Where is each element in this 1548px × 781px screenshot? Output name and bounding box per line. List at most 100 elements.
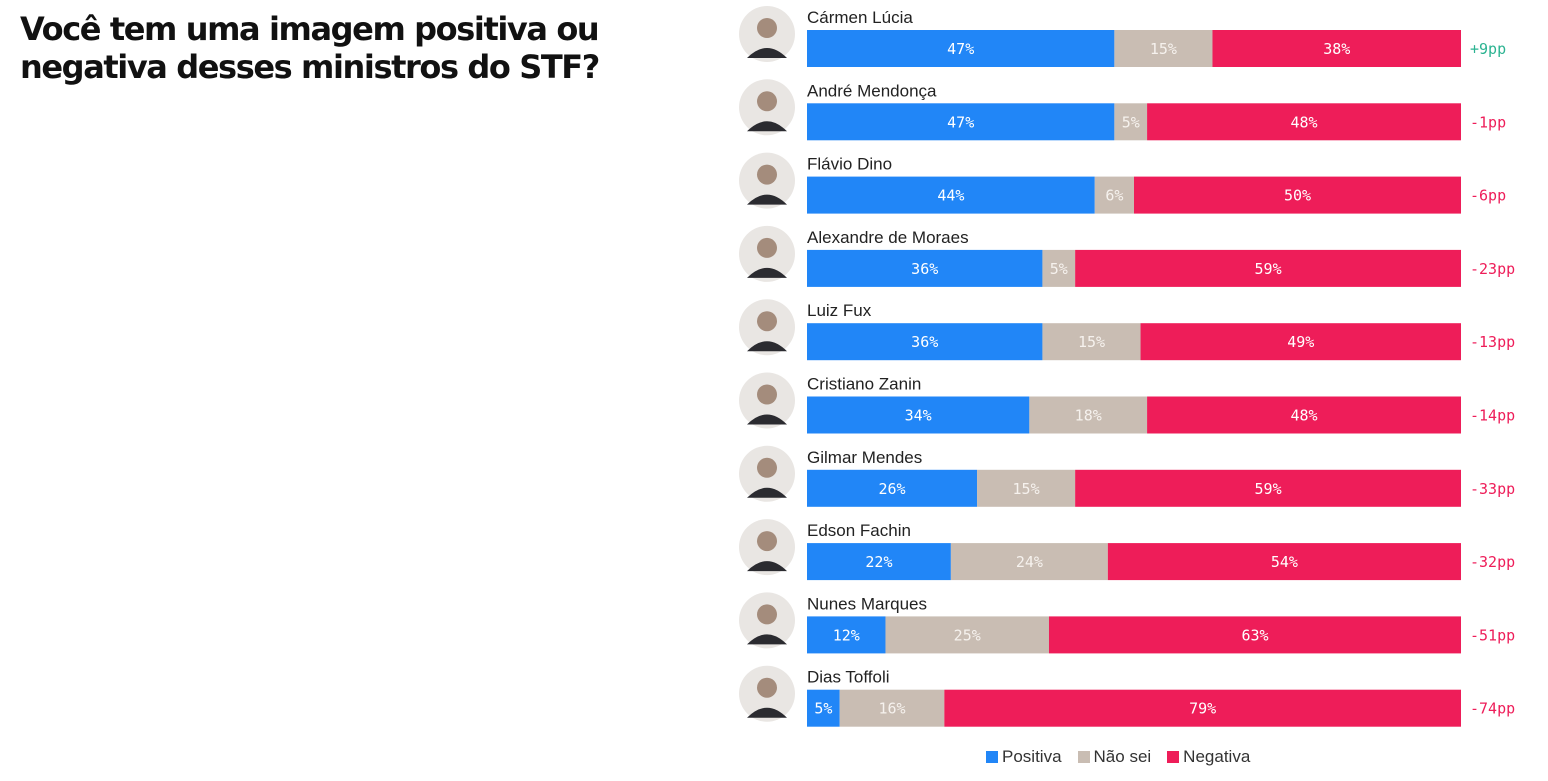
bar-nao-sei — [1042, 323, 1141, 361]
bar-row-cristiano-zanin: Cristiano Zanin 34% 18% 48% -14pp — [739, 372, 1515, 434]
data-label: 79% — [1189, 700, 1216, 718]
bar-negativa — [1140, 323, 1461, 361]
bar-positiva — [807, 469, 978, 507]
data-label: 47% — [947, 40, 974, 58]
net-difference-label: +9pp — [1470, 40, 1506, 58]
category-label: Edson Fachin — [807, 521, 911, 540]
data-label: 16% — [878, 700, 905, 718]
bar-row-andre-mendonca: André Mendonça 47% 5% 48% -1pp — [739, 79, 1506, 141]
bar-negativa — [1075, 249, 1461, 287]
bar-positiva — [807, 689, 840, 727]
net-difference-label: -33pp — [1470, 480, 1515, 498]
legend-label-nao-sei: Não sei — [1093, 747, 1152, 766]
avatar-head — [757, 384, 777, 405]
legend-label-positiva: Positiva — [1002, 747, 1062, 766]
category-label: André Mendonça — [807, 81, 937, 100]
net-difference-label: -23pp — [1470, 260, 1515, 278]
avatar-shoulders — [747, 48, 787, 58]
bar-negativa — [944, 689, 1461, 727]
legend-swatch-negativa — [1167, 751, 1180, 763]
bar-row-alexandre-de-moraes: Alexandre de Moraes 36% 5% 59% -23pp — [739, 225, 1515, 287]
avatar-head — [757, 677, 777, 698]
bar-nao-sei — [977, 469, 1076, 507]
bar-negativa — [1107, 543, 1461, 581]
category-label: Gilmar Mendes — [807, 448, 922, 467]
chart-legend: Positiva Não sei Negativa — [986, 747, 1266, 767]
avatar-shoulders — [747, 707, 787, 718]
avatar-head — [757, 531, 777, 552]
data-label: 25% — [954, 626, 981, 644]
bar-row-nunes-marques: Nunes Marques 12% 25% 63% -51pp — [739, 592, 1515, 654]
category-label: Luiz Fux — [807, 301, 872, 320]
net-difference-label: -32pp — [1470, 553, 1515, 571]
data-label: 22% — [865, 553, 892, 571]
bar-negativa — [1212, 30, 1461, 67]
data-label: 15% — [1013, 480, 1040, 498]
avatar-head — [757, 457, 777, 478]
avatar-shoulders — [747, 267, 787, 278]
bar-nao-sei — [1094, 176, 1134, 214]
stacked-bar-chart: Cármen Lúcia 47% 15% 38% +9pp André Mendonça 4… — [739, 6, 1515, 727]
bar-negativa — [1048, 616, 1461, 654]
chart-title: Você tem uma imagem positiva ou negativa… — [20, 10, 680, 86]
avatar-shoulders — [747, 121, 787, 132]
bar-nao-sei — [1114, 103, 1148, 141]
bar-nao-sei — [950, 543, 1108, 581]
avatar-head — [757, 164, 777, 185]
bar-positiva — [807, 30, 1115, 67]
bar-positiva — [807, 396, 1030, 434]
bar-nao-sei — [885, 616, 1049, 654]
bar-negativa — [1147, 396, 1461, 434]
data-label: 38% — [1323, 40, 1350, 58]
avatar-shoulders — [747, 194, 787, 205]
bar-positiva — [807, 249, 1043, 287]
data-label: 36% — [911, 260, 938, 278]
bar-row-luiz-fux: Luiz Fux 36% 15% 49% -13pp — [739, 299, 1515, 361]
data-label: 54% — [1271, 553, 1298, 571]
bar-nao-sei — [1042, 249, 1076, 287]
data-label: 50% — [1284, 187, 1311, 205]
bar-row-flavio-dino: Flávio Dino 44% 6% 50% -6pp — [739, 152, 1506, 214]
avatar-head — [757, 18, 777, 38]
data-label: 47% — [947, 113, 974, 131]
data-label: 18% — [1075, 407, 1102, 425]
bar-positiva — [807, 543, 951, 581]
net-difference-label: -51pp — [1470, 626, 1515, 644]
net-difference-label: -6pp — [1470, 187, 1506, 205]
data-label: 49% — [1287, 333, 1314, 351]
data-label: 15% — [1150, 40, 1177, 58]
data-label: 34% — [905, 407, 932, 425]
data-label: 59% — [1255, 260, 1282, 278]
data-label: 48% — [1290, 113, 1317, 131]
data-label: 26% — [878, 480, 905, 498]
bar-negativa — [1134, 176, 1461, 214]
net-difference-label: -74pp — [1470, 700, 1515, 718]
avatar-shoulders — [747, 414, 787, 425]
data-label: 15% — [1078, 333, 1105, 351]
category-label: Nunes Marques — [807, 594, 927, 613]
bar-row-gilmar-mendes: Gilmar Mendes 26% 15% 59% -33pp — [739, 445, 1515, 507]
net-difference-label: -1pp — [1470, 113, 1506, 131]
bar-positiva — [807, 323, 1043, 361]
bar-row-dias-toffoli: Dias Toffoli 5% 16% 79% -74pp — [739, 665, 1515, 727]
category-label: Cristiano Zanin — [807, 375, 921, 394]
avatar-shoulders — [747, 341, 787, 352]
data-label: 24% — [1016, 553, 1043, 571]
data-label: 44% — [937, 187, 964, 205]
bar-negativa — [1075, 469, 1461, 507]
bar-nao-sei — [1114, 30, 1213, 67]
chart-title-line-1: Você tem uma imagem positiva ou — [20, 10, 600, 48]
bar-nao-sei — [839, 689, 945, 727]
data-label: 5% — [1122, 113, 1140, 131]
chart-title-line-2: negativa desses ministros do STF? — [20, 48, 600, 86]
data-label: 5% — [1050, 260, 1068, 278]
bar-positiva — [807, 103, 1115, 141]
data-label: 5% — [814, 700, 832, 718]
avatar-head — [757, 604, 777, 625]
bar-positiva — [807, 616, 886, 654]
data-label: 59% — [1255, 480, 1282, 498]
data-label: 6% — [1105, 187, 1123, 205]
avatar-head — [757, 91, 777, 112]
avatar-shoulders — [747, 561, 787, 572]
legend-item-positiva: Positiva — [986, 747, 1062, 767]
